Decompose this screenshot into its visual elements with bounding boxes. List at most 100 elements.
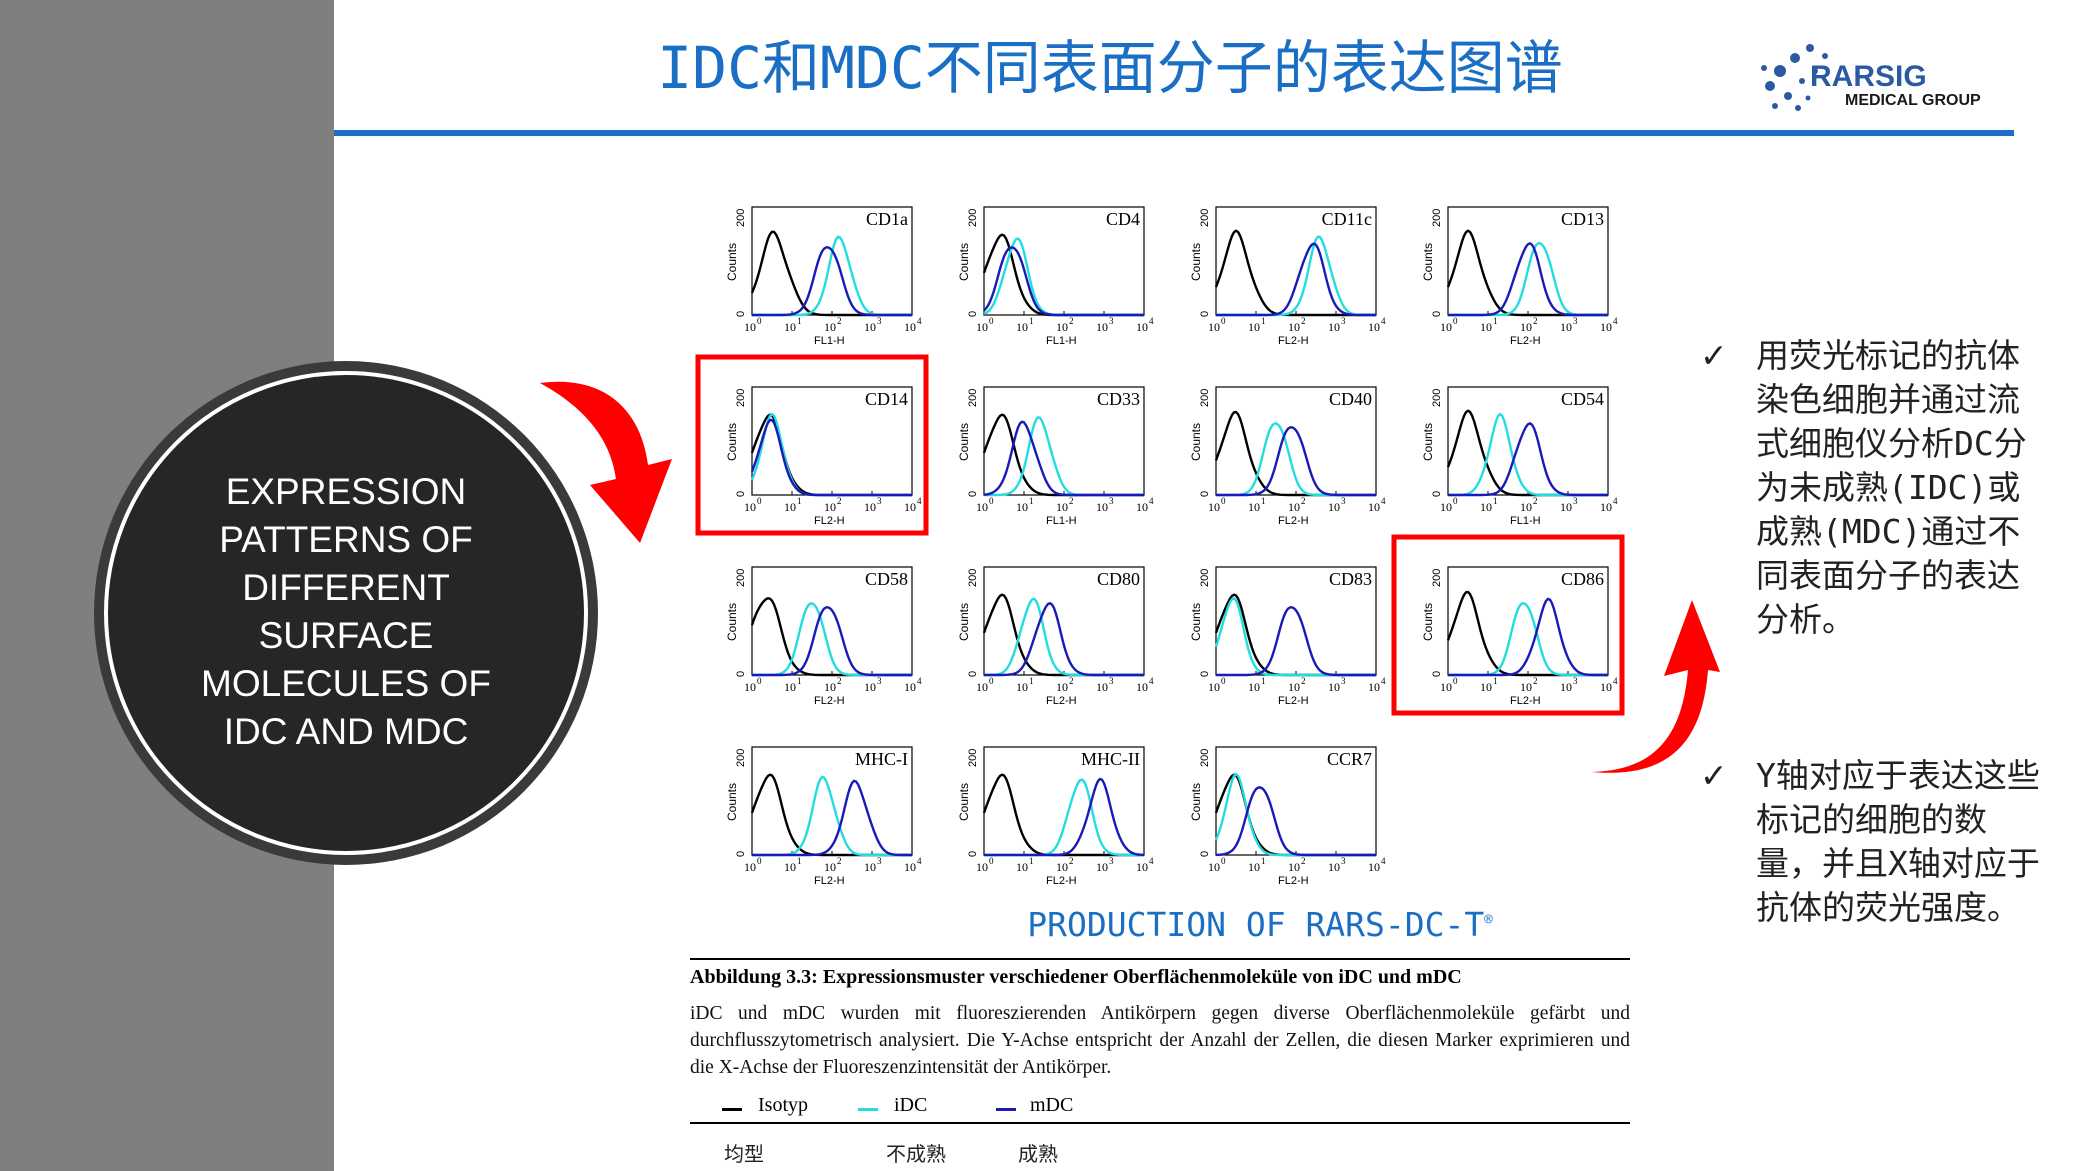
y-tick-top: 200 [1431,389,1443,407]
x-tick-exponent: 1 [1029,496,1034,506]
x-tick-exponent: 0 [989,856,994,866]
x-axis-label: FL1-H [814,335,845,347]
y-axis-label: Counts [1421,423,1435,461]
x-tick-label: 10 [744,320,756,334]
x-tick-label: 10 [1248,680,1260,694]
bullet-1: ✓ 用荧光标记的抗体染色细胞并通过流式细胞仪分析DC分为未成熟(IDC)或成熟(… [1700,334,2030,674]
x-tick-exponent: 4 [1381,856,1386,866]
x-tick-exponent: 4 [1613,316,1618,326]
y-tick-zero: 0 [1199,491,1211,497]
series-mdc-line [983,246,1144,317]
x-tick-label: 10 [1480,680,1492,694]
x-tick-exponent: 1 [797,856,802,866]
y-tick-top: 200 [1199,389,1211,407]
x-tick-label: 10 [904,320,916,334]
legend-label-idc: iDC [894,1094,928,1116]
marker-label: CD83 [1329,569,1372,589]
x-tick-label: 10 [1096,320,1108,334]
x-tick-label: 10 [1288,680,1300,694]
x-tick-label: 10 [1520,680,1532,694]
bullet-2: ✓ Y轴对应于表达这些标记的细胞的数量，并且X轴对应于抗体的荧光强度。 [1700,754,2040,984]
y-tick-zero: 0 [735,311,747,317]
figure-caption: PRODUCTION OF RARS-DC-T® [880,905,1640,944]
x-tick-exponent: 3 [1573,676,1578,686]
y-tick-zero: 0 [1431,671,1443,677]
series-iso-line [982,413,1144,497]
x-tick-exponent: 1 [1261,676,1266,686]
series-idc-line [1448,602,1608,677]
x-tick-label: 10 [1248,320,1260,334]
highlight-box [1391,534,1625,716]
x-axis-label: FL2-H [814,875,845,887]
x-tick-label: 10 [744,680,756,694]
y-axis-label: Counts [725,603,739,641]
series-mdc-line [1448,597,1608,677]
x-tick-exponent: 1 [1261,316,1266,326]
marker-label: CD80 [1097,569,1140,589]
y-axis-label: Counts [1421,603,1435,641]
x-tick-exponent: 4 [1613,676,1618,686]
x-tick-label: 10 [1056,680,1068,694]
x-tick-label: 10 [1440,320,1452,334]
x-tick-label: 10 [1016,680,1028,694]
x-tick-label: 10 [1328,860,1340,874]
y-axis-label: Counts [957,603,971,641]
y-tick-top: 200 [1199,209,1211,227]
x-tick-label: 10 [1480,500,1492,514]
x-tick-exponent: 0 [989,496,994,506]
y-tick-top: 200 [967,749,979,767]
series-iso-line [982,233,1144,317]
x-tick-label: 10 [1520,500,1532,514]
x-tick-label: 10 [744,860,756,874]
series-mdc-line [1215,786,1376,857]
x-tick-label: 10 [976,500,988,514]
check-icon: ✓ [1700,756,1728,795]
x-tick-label: 10 [1560,680,1572,694]
x-tick-label: 10 [744,500,756,514]
x-tick-label: 10 [976,320,988,334]
x-tick-label: 10 [824,500,836,514]
x-tick-label: 10 [864,320,876,334]
x-tick-label: 10 [784,680,796,694]
x-tick-exponent: 1 [797,496,802,506]
x-tick-exponent: 2 [1069,856,1074,866]
x-tick-exponent: 1 [797,316,802,326]
series-idc-line [984,415,1144,497]
marker-label: CD14 [865,389,908,409]
x-tick-label: 10 [1328,500,1340,514]
circle-heading: EXPRESSION PATTERNS OF DIFFERENT SURFACE… [201,471,491,752]
x-tick-label: 10 [1560,320,1572,334]
x-tick-exponent: 1 [1493,676,1498,686]
y-tick-zero: 0 [735,851,747,857]
figure-heading: Abbildung 3.3: Expressionsmuster verschi… [690,966,1462,988]
x-tick-exponent: 2 [837,856,842,866]
bullet-1-text: 用荧光标记的抗体染色细胞并通过流式细胞仪分析DC分为未成熟(IDC)或成熟(MD… [1756,336,2027,639]
x-tick-label: 10 [1056,860,1068,874]
y-tick-top: 200 [735,569,747,587]
series-idc-line [1216,422,1376,497]
series-idc-line [1448,241,1608,317]
figure-rule-top [690,958,1630,960]
x-tick-exponent: 3 [877,856,882,866]
x-tick-exponent: 4 [917,496,922,506]
x-tick-exponent: 0 [757,496,762,506]
x-tick-label: 10 [1248,860,1260,874]
x-axis-label: FL1-H [1046,515,1077,527]
x-tick-label: 10 [1208,320,1220,334]
title-circle [94,361,598,865]
y-tick-zero: 0 [967,671,979,677]
series-idc-line [1216,235,1376,317]
series-iso-line [1214,229,1376,317]
y-tick-zero: 0 [1199,851,1211,857]
y-tick-top: 200 [967,569,979,587]
x-tick-exponent: 0 [1221,316,1226,326]
y-tick-top: 200 [1431,209,1443,227]
x-tick-label: 10 [1520,320,1532,334]
marker-label: CD1a [866,209,908,229]
x-tick-exponent: 2 [837,496,842,506]
y-tick-top: 200 [1199,749,1211,767]
